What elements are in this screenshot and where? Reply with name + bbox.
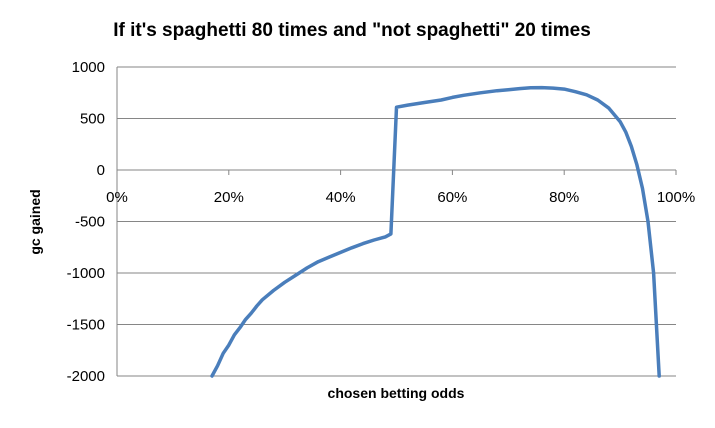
- series-group: [210, 85, 661, 378]
- x-tick-label: 20%: [214, 189, 244, 206]
- x-tick-label: 100%: [657, 189, 695, 206]
- x-tick-label: 80%: [549, 189, 579, 206]
- y-tick-label: -500: [75, 214, 105, 231]
- y-tick-label: -2000: [67, 368, 105, 385]
- y-tick-label: -1000: [67, 265, 105, 282]
- x-tick-label: 40%: [326, 189, 356, 206]
- y-tick-label: 1000: [72, 59, 105, 76]
- y-tick-label: -1500: [67, 317, 105, 334]
- y-axis-title: gc gained: [27, 189, 43, 254]
- y-axis-ticks: 1000 500 0 -500 -1000 -1500 -2000: [67, 59, 105, 385]
- y-tick-label: 0: [97, 162, 105, 179]
- x-tick-label: 0%: [106, 189, 128, 206]
- x-tick-label: 60%: [437, 189, 467, 206]
- series-line: [210, 85, 661, 378]
- x-axis-ticks: 0% 20% 40% 60% 80% 100%: [106, 170, 695, 206]
- gridlines: [117, 66, 676, 377]
- x-axis-title: chosen betting odds: [328, 385, 465, 401]
- chart-title: If it's spaghetti 80 times and "not spag…: [113, 20, 591, 41]
- y-tick-label: 500: [80, 111, 105, 128]
